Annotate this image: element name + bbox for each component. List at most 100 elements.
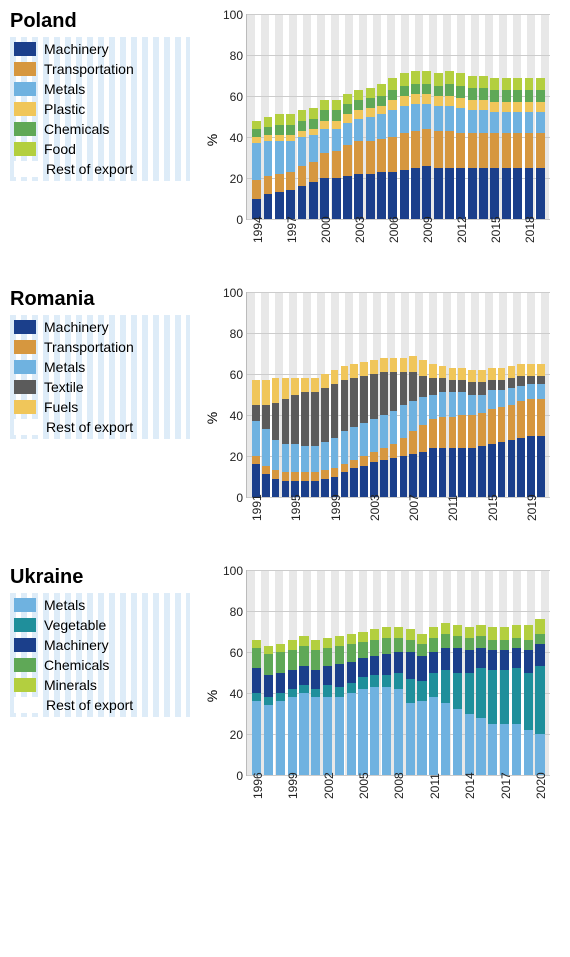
legend-label: Plastic <box>44 101 85 117</box>
bar-segment <box>341 472 349 497</box>
legend-label: Machinery <box>44 637 109 653</box>
legend-item: Transportation <box>10 337 190 357</box>
bar-segment <box>429 652 438 673</box>
bar-segment <box>458 415 466 448</box>
bar-segment <box>535 734 544 775</box>
bar-segment <box>465 638 474 650</box>
bar-segment <box>366 174 375 219</box>
bar-segment <box>411 84 420 94</box>
bar-segment <box>439 448 447 497</box>
bar-segment <box>252 380 260 405</box>
bar-segment <box>400 358 408 372</box>
bar-segment <box>331 468 339 476</box>
bar-segment <box>434 168 443 219</box>
bar <box>497 292 507 497</box>
bar: 1991 <box>251 292 261 497</box>
bar-segment <box>309 162 318 183</box>
bar-segment <box>453 636 462 648</box>
bar-segment <box>360 376 368 423</box>
bar-segment <box>419 452 427 497</box>
bar-segment <box>301 392 309 445</box>
bar-segment <box>382 627 391 637</box>
bar-segment <box>347 634 356 644</box>
bar-segment <box>354 100 363 110</box>
bar <box>359 292 369 497</box>
bar-segment <box>419 360 427 376</box>
bar-segment <box>335 664 344 687</box>
bar-segment <box>272 440 280 471</box>
bar-segment <box>282 472 290 480</box>
bar-segment <box>476 625 485 635</box>
y-tick-label: 60 <box>230 90 243 104</box>
bar <box>467 14 478 219</box>
bar-segment <box>536 78 545 90</box>
bar-segment <box>323 685 332 697</box>
legend-item: Rest of export <box>10 695 190 715</box>
bar-segment <box>524 625 533 639</box>
bar-segment <box>513 78 522 90</box>
bar-segment <box>252 129 261 137</box>
bar-segment <box>488 640 497 650</box>
bar-segment <box>388 100 397 110</box>
bar <box>342 14 353 219</box>
bar-segment <box>400 96 409 106</box>
y-axis-title: % <box>204 412 220 424</box>
bar-segment <box>479 168 488 219</box>
bar-segment <box>382 675 391 687</box>
bar-segment <box>335 646 344 664</box>
legend-column: RomaniaMachineryTransportationMetalsText… <box>10 288 200 548</box>
legend-item: Machinery <box>10 635 190 655</box>
legend-label: Metals <box>44 359 85 375</box>
legend-swatch <box>14 638 36 652</box>
bar-segment <box>537 384 545 398</box>
bar <box>478 14 489 219</box>
bar-segment <box>370 374 378 419</box>
bar <box>280 292 290 497</box>
bar-segment <box>335 687 344 697</box>
bar-segment <box>388 110 397 137</box>
stacked-bar-chart: %020406080100199119951999200320072011201… <box>200 288 560 548</box>
x-tick-label: 1999 <box>286 772 300 799</box>
bar-segment <box>527 384 535 398</box>
legend-swatch <box>14 400 36 414</box>
bar <box>487 570 499 775</box>
x-tick-label: 1994 <box>251 216 265 243</box>
bar-segment <box>380 448 388 460</box>
bar-segment <box>350 427 358 460</box>
x-tick-label: 2008 <box>392 772 406 799</box>
bar-segment <box>366 117 375 142</box>
bar-segment <box>513 112 522 133</box>
bar-segment <box>394 638 403 652</box>
bar-segment <box>291 444 299 473</box>
bar-segment <box>264 127 273 135</box>
bar-segment <box>370 675 379 687</box>
plot-area: 0204060801001994199720002003200620092012… <box>246 14 550 220</box>
bar-segment <box>422 129 431 166</box>
bar-segment <box>377 114 386 139</box>
bar-segment <box>453 625 462 635</box>
bar <box>535 14 546 219</box>
bar-segment <box>479 110 488 133</box>
x-tick-label: 1991 <box>250 494 264 521</box>
bar-segment <box>490 102 499 112</box>
bar-segment <box>323 697 332 775</box>
bar-segment <box>453 709 462 775</box>
bar-segment <box>323 638 332 648</box>
bar-segment <box>406 703 415 775</box>
bar: 2014 <box>463 570 475 775</box>
bar-segment <box>508 405 516 440</box>
bar <box>440 570 452 775</box>
bar-segment <box>320 121 329 129</box>
bar-segment <box>360 362 368 376</box>
bar-segment <box>429 448 437 497</box>
bar-segment <box>252 180 261 198</box>
bar-segment <box>252 143 261 180</box>
plot-area: 0204060801001996199920022005200820112014… <box>246 570 550 776</box>
bar-segment <box>370 640 379 656</box>
bar-segment <box>512 724 521 775</box>
bar <box>320 292 330 497</box>
bar <box>512 14 523 219</box>
bar-segment <box>275 114 284 124</box>
bar-segment <box>479 76 488 88</box>
bar <box>364 14 375 219</box>
